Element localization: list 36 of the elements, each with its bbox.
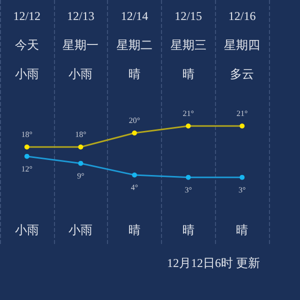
data-label: 3° xyxy=(238,185,246,194)
annotation: 星期三 xyxy=(170,38,206,52)
annotation: 晴 xyxy=(182,67,194,81)
annotation: 小雨 xyxy=(14,67,39,81)
x-tick-label: 12/13 xyxy=(67,9,94,23)
data-label: 4° xyxy=(130,183,138,192)
x-tick-label: 12/12 xyxy=(13,9,41,23)
data-label: 21° xyxy=(236,109,248,118)
text: 12月12日6时 更新 xyxy=(167,256,260,270)
annotation: 星期二 xyxy=(116,38,152,52)
point xyxy=(132,172,137,178)
annotation: 晴 xyxy=(128,223,140,237)
data-label: 3° xyxy=(184,185,192,194)
data-label: 21° xyxy=(182,109,194,118)
annotation: 晴 xyxy=(182,223,194,237)
point xyxy=(240,174,245,180)
point xyxy=(186,174,191,180)
annotation: 晴 xyxy=(128,67,140,81)
annotation: 星期四 xyxy=(224,38,260,52)
data-label: 9° xyxy=(77,171,84,180)
data-label: 18° xyxy=(75,130,86,139)
point xyxy=(24,154,30,159)
annotation: 小雨 xyxy=(14,223,39,237)
x-tick-label: 12/14 xyxy=(120,9,148,23)
annotation: 星期一 xyxy=(62,38,99,52)
data-label: 18° xyxy=(21,130,32,139)
annotation: 小雨 xyxy=(68,223,93,237)
data-label: 20° xyxy=(128,116,140,125)
annotation: 小雨 xyxy=(68,67,93,81)
point xyxy=(78,160,84,166)
annotation: 晴 xyxy=(236,223,248,237)
x-tick-label: 12/16 xyxy=(228,9,256,23)
annotation: 今天 xyxy=(14,38,39,52)
x-tick-label: 12/15 xyxy=(174,9,202,23)
data-label: 12° xyxy=(21,164,32,174)
annotation: 多云 xyxy=(230,67,254,81)
